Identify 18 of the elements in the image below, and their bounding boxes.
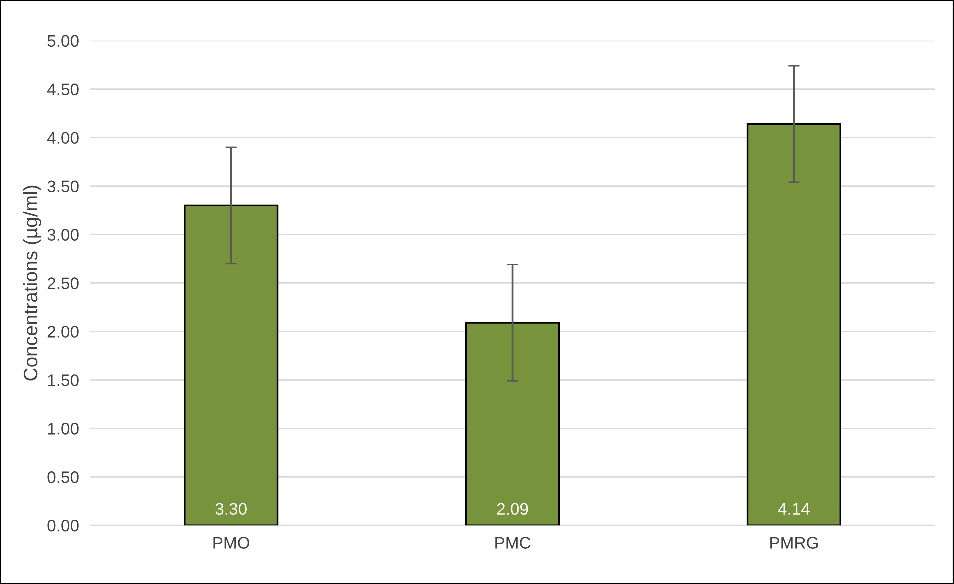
- data-label: 4.14: [778, 503, 810, 515]
- x-tick-label: PMO: [214, 537, 250, 549]
- y-tick-label: 3.50: [48, 180, 79, 192]
- y-tick-label: 4.00: [47, 132, 79, 144]
- y-tick-label: 1.00: [48, 423, 79, 435]
- y-tick-label: 2.00: [48, 326, 79, 338]
- data-label: 2.09: [497, 503, 528, 516]
- y-tick-label: 3.00: [48, 229, 79, 241]
- y-axis-title: Concentrations (µg/ml): [23, 186, 42, 381]
- y-tick-label: 5.00: [48, 35, 79, 48]
- x-tick-label: PMRG: [770, 537, 818, 549]
- y-tick-label: 0.50: [48, 472, 79, 484]
- y-tick-label: 1.50: [48, 374, 79, 386]
- y-tick-label: 0.00: [48, 520, 79, 532]
- y-tick-label: 4.50: [47, 84, 79, 96]
- data-label: 3.30: [216, 503, 247, 516]
- y-tick-label: 2.50: [48, 278, 79, 290]
- x-tick-label: PMC: [496, 537, 531, 549]
